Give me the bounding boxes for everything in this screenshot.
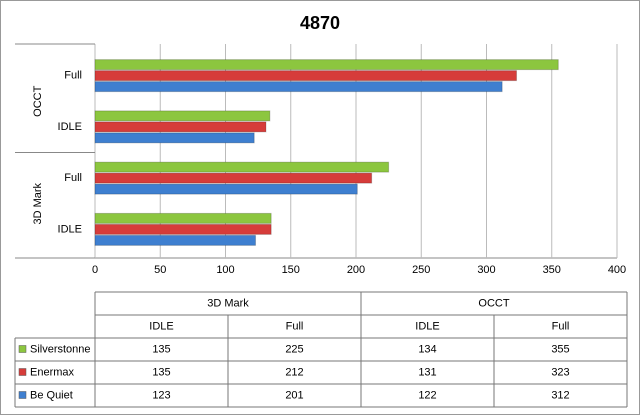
x-tick-label: 200 (347, 264, 365, 276)
x-tick-label: 250 (412, 264, 430, 276)
legend-swatch (18, 345, 27, 353)
group-label: OCCT (32, 85, 44, 116)
table-group-header: OCCT (478, 297, 509, 309)
bar (94, 132, 255, 144)
x-tick-label: 50 (154, 264, 166, 276)
x-tick-label: 300 (477, 264, 495, 276)
table-value: 135 (152, 366, 170, 378)
table-category-header: Full (286, 320, 304, 332)
legend-label: Enermax (30, 366, 75, 378)
group-label: 3D Mark (32, 182, 44, 224)
table-value: 201 (285, 389, 303, 401)
table-value: 323 (551, 366, 569, 378)
bar (94, 70, 518, 82)
table-value: 212 (285, 366, 303, 378)
x-tick-label: 400 (608, 264, 626, 276)
legend-swatch (18, 391, 27, 399)
table-value: 134 (418, 343, 436, 355)
table-category-header: IDLE (415, 320, 439, 332)
bar (94, 121, 267, 133)
legend-label: Be Quiet (30, 389, 73, 401)
y-tick-label: IDLE (58, 121, 82, 133)
table-value: 123 (152, 389, 170, 401)
bar (94, 223, 272, 235)
table-category-header: IDLE (149, 320, 173, 332)
bar (94, 183, 358, 195)
table-category-header: Full (552, 320, 570, 332)
table-group-header: 3D Mark (207, 297, 249, 309)
x-tick-label: 350 (543, 264, 561, 276)
x-tick-label: 100 (216, 264, 234, 276)
table-value: 312 (551, 389, 569, 401)
x-tick-label: 150 (282, 264, 300, 276)
legend-swatch (18, 368, 27, 376)
table-value: 131 (418, 366, 436, 378)
x-tick-label: 0 (92, 264, 98, 276)
bar (94, 161, 390, 173)
y-tick-label: Full (64, 172, 82, 184)
table-value: 225 (285, 343, 303, 355)
bar (94, 234, 257, 246)
y-tick-label: Full (64, 70, 82, 82)
bar (94, 81, 503, 93)
chart-title: 4870 (300, 13, 340, 33)
table-value: 355 (551, 343, 569, 355)
y-tick-label: IDLE (58, 223, 82, 235)
bar (94, 212, 272, 224)
bar (94, 110, 271, 122)
legend-label: Silverstonne (30, 343, 91, 355)
bar (94, 59, 559, 71)
table-value: 122 (418, 389, 436, 401)
bar (94, 172, 373, 184)
table-value: 135 (152, 343, 170, 355)
